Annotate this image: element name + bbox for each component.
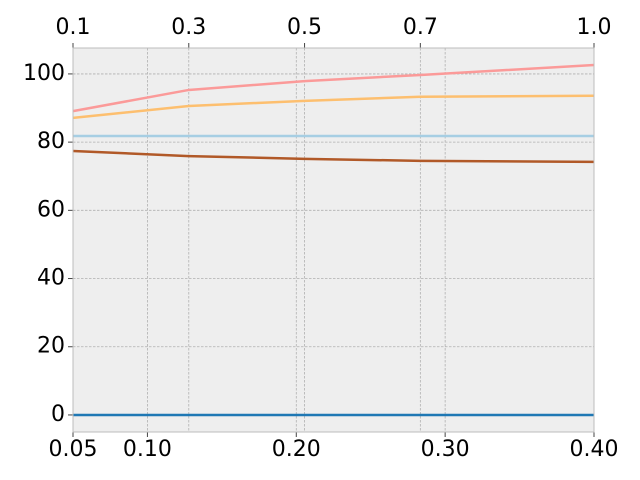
y-tick-label: 60: [37, 197, 65, 222]
y-tick-label: 100: [23, 61, 65, 86]
y-tick-label: 0: [51, 402, 65, 427]
y-tick-label: 80: [37, 129, 65, 154]
plot-background: [73, 48, 594, 432]
series-line: [72, 94, 595, 120]
y-tick-label: 20: [37, 334, 65, 359]
series-line: [72, 63, 595, 113]
y-tick-label: 40: [37, 266, 65, 291]
x-tick-label: 0.30: [421, 437, 470, 462]
x2-tick-label: 1.0: [577, 15, 612, 40]
x-tick-label: 0.05: [49, 437, 98, 462]
x2-tick-label: 0.3: [171, 15, 206, 40]
plot-border: [72, 47, 595, 433]
x2-tick-label: 0.7: [403, 15, 438, 40]
x2-tick-label: 0.5: [287, 15, 322, 40]
x-tick-label: 0.20: [272, 437, 321, 462]
x2-tick-label: 0.1: [56, 15, 91, 40]
series-line: [72, 149, 595, 164]
x-tick-label: 0.40: [570, 437, 619, 462]
x-tick-label: 0.10: [123, 437, 172, 462]
